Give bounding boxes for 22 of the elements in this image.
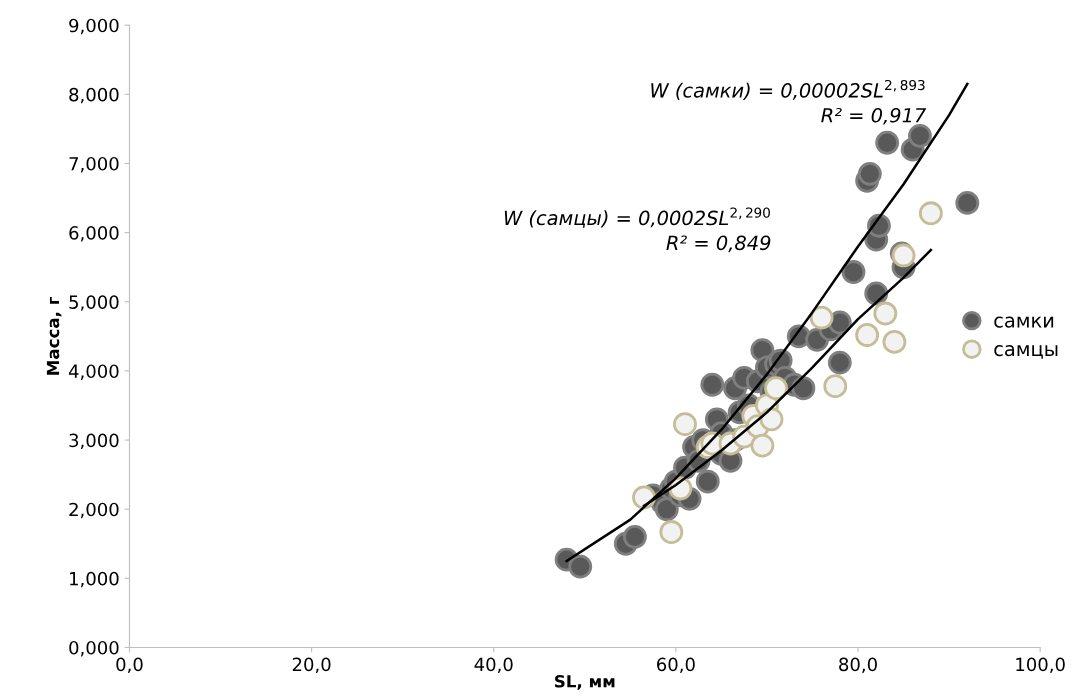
y-tick-label: 4,000 [68,364,119,380]
x-tick-label: 80,0 [839,657,877,674]
annotation: W (самки) = 0,00002SL$^{2,893}$ R² = 0,917 [651,79,927,125]
y-tick-label: 1,000 [70,571,119,588]
x-tick-label: 60,0 [657,657,695,674]
y-tick-label: 8,000 [69,87,119,104]
y-axis-title: Масса, г [46,296,62,375]
x-tick-label: 100,0 [1016,657,1065,674]
x-tick-label: 20,0 [292,657,331,674]
y-tick-label: 3,000 [69,433,119,450]
y-tick-label: 0,000 [69,640,119,657]
x-axis-title: SL, мм [555,674,615,690]
y-tick-label: 7,000 [69,156,119,173]
annotation: W (самцы) = 0,0002SL$^{2,290}$ R² = 0,849 [504,207,771,253]
x-tick-label: 40,0 [474,657,513,674]
legend-label: самки [994,316,1054,328]
x-tick-label: 0,0 [116,657,143,674]
y-tick-label: 2,000 [69,502,119,519]
y-tick-label: 9,000 [69,18,119,35]
y-tick-label: 5,000 [69,295,119,311]
legend-label: самцы [994,345,1058,359]
y-tick-label: 6,000 [69,226,119,242]
